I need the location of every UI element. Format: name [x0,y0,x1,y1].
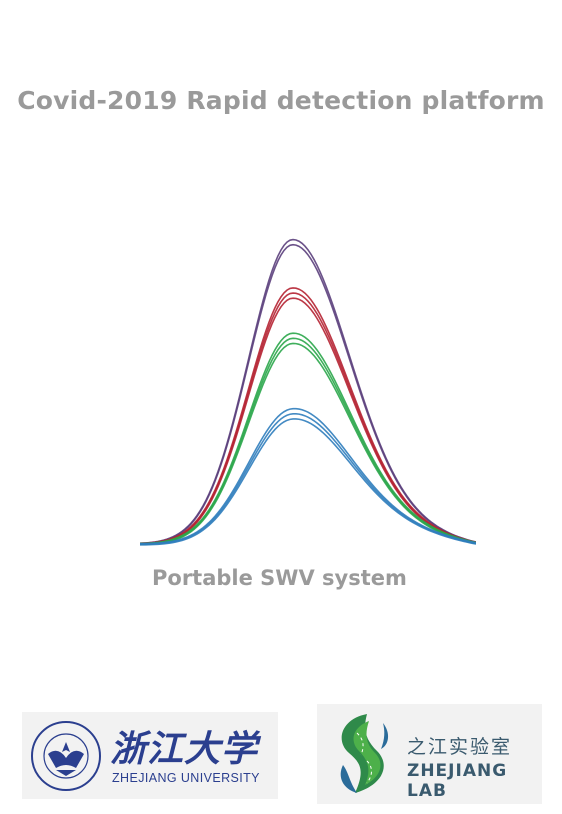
zhejiang-lab-logo: 之江实验室 ZHEJIANG LAB [317,704,542,804]
zju-seal-icon [31,721,101,791]
swv-curve-series-4-trace-2 [140,412,476,546]
swv-curve-series-3-trace-2 [140,337,476,545]
swv-curve-series-4-trace-1 [140,407,476,545]
swv-curve-series-4-trace-3 [140,418,476,546]
plot-caption: Portable SWV system [152,566,407,590]
swv-curve-series-2-trace-2 [140,292,476,545]
swv-curve-series-1-trace-1 [140,238,476,545]
zju-chinese-name: 浙江大学 [110,728,259,770]
page-title: Covid-2019 Rapid detection platform [17,86,545,115]
swv-curve-series-1-trace-2 [140,243,476,545]
swv-curve-series-3-trace-3 [140,342,476,546]
swv-curve-series-2-trace-1 [140,287,476,545]
zjl-english-name: ZHEJIANG LAB [407,761,508,801]
zjl-chinese-name: 之江实验室 [407,736,513,758]
zju-english-name: ZHEJIANG UNIVERSITY [112,771,260,785]
swv-curve-series-3-trace-1 [140,332,476,545]
zhejiang-university-logo: 浙江大学 ZHEJIANG UNIVERSITY [22,712,278,799]
zhejiang-lab-emblem-icon [340,714,389,793]
swv-curves-plot [140,238,476,546]
swv-curve-series-2-trace-3 [140,297,476,546]
